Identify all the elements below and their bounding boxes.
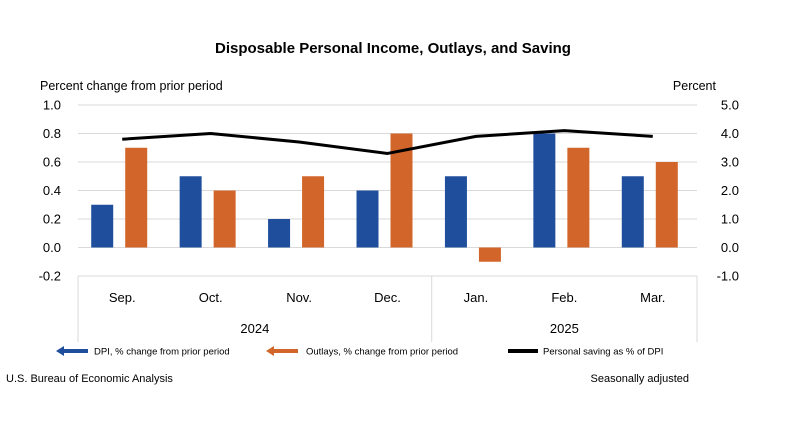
left-tick-label: 0.8 xyxy=(43,126,61,141)
left-tick-label: 1.0 xyxy=(43,98,61,113)
dpi-bar-dec xyxy=(356,190,379,248)
right-axis-title: Percent xyxy=(673,79,717,93)
source-note: U.S. Bureau of Economic Analysis xyxy=(6,373,173,385)
left-axis-title: Percent change from prior period xyxy=(40,79,223,93)
legend-label: Outlays, % change from prior period xyxy=(306,347,458,358)
left-tick-label: 0.0 xyxy=(43,240,61,255)
right-tick-label: 5.0 xyxy=(721,98,739,113)
category-label: Feb. xyxy=(551,290,577,305)
dpi-bar-feb xyxy=(533,133,556,248)
category-label: Nov. xyxy=(286,290,312,305)
dpi-bar-sep xyxy=(91,204,114,248)
category-label: Dec. xyxy=(374,290,401,305)
legend-swatch-dpi xyxy=(56,346,88,356)
outlays-bar-nov xyxy=(302,176,325,248)
right-axis-ticks: 5.0 4.0 3.0 2.0 1.0 0.0 -1.0 xyxy=(717,98,739,284)
gridlines xyxy=(78,104,697,248)
seasonal-note: Seasonally adjusted xyxy=(591,373,689,385)
left-tick-label: -0.2 xyxy=(39,269,61,284)
dpi-bar-jan xyxy=(444,176,467,248)
dpi-bar-oct xyxy=(179,176,202,248)
left-tick-label: 0.6 xyxy=(43,155,61,170)
left-tick-label: 0.2 xyxy=(43,212,61,227)
chart-title: Disposable Personal Income, Outlays, and… xyxy=(215,40,571,57)
year-label: 2024 xyxy=(240,321,269,336)
right-tick-label: 2.0 xyxy=(721,183,739,198)
legend-label: Personal saving as % of DPI xyxy=(543,347,663,358)
legend-swatch-outlays xyxy=(266,346,298,356)
outlays-bar-dec xyxy=(390,133,413,248)
saving-rate-line xyxy=(122,129,653,155)
left-axis-ticks: 1.0 0.8 0.6 0.4 0.2 0.0 -0.2 xyxy=(39,98,61,284)
right-tick-label: 4.0 xyxy=(721,126,739,141)
legend-label: DPI, % change from prior period xyxy=(94,347,230,358)
outlays-bar-feb xyxy=(567,147,590,248)
dpi-bar-nov xyxy=(268,219,291,248)
category-label: Jan. xyxy=(464,290,489,305)
left-tick-label: 0.4 xyxy=(43,183,61,198)
outlays-bar-mar xyxy=(655,162,678,248)
saving-line xyxy=(122,129,653,155)
right-tick-label: -1.0 xyxy=(717,269,739,284)
category-label: Oct. xyxy=(199,290,223,305)
category-label: Sep. xyxy=(109,290,136,305)
legend: DPI, % change from prior period Outlays, … xyxy=(56,346,663,358)
x-axis: Sep. Oct. Nov. Dec. Jan. Feb. Mar. 2024 2025 xyxy=(77,275,698,342)
outlays-bar-sep xyxy=(125,147,148,248)
category-label: Mar. xyxy=(640,290,665,305)
dpi-bar-mar xyxy=(621,176,644,248)
right-tick-label: 0.0 xyxy=(721,240,739,255)
right-tick-label: 1.0 xyxy=(721,212,739,227)
year-label: 2025 xyxy=(550,321,579,336)
bars xyxy=(91,133,678,262)
outlays-bar-jan xyxy=(478,247,501,262)
right-tick-label: 3.0 xyxy=(721,155,739,170)
outlays-bar-oct xyxy=(213,190,236,248)
